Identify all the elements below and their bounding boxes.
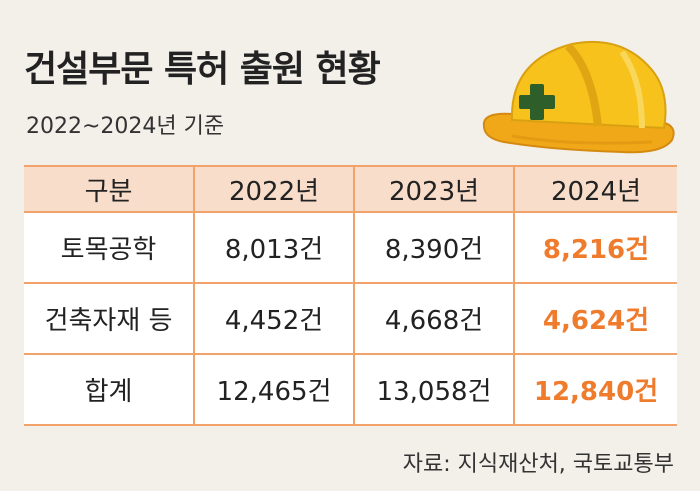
- column-header: 2022년: [193, 165, 354, 213]
- cell-2024: 12,840건: [513, 353, 677, 426]
- cell-2024: 4,624건: [513, 282, 677, 355]
- patent-table: 구분 2022년 2023년 2024년 토목공학 8,013건 8,390건 …: [24, 165, 677, 426]
- row-label: 건축자재 등: [24, 282, 194, 355]
- column-header: 2023년: [353, 165, 514, 213]
- table-row: 합계 12,465건 13,058건 12,840건: [24, 353, 677, 426]
- row-label: 합계: [24, 353, 194, 426]
- source-note: 자료: 지식재산처, 국토교통부: [402, 452, 674, 477]
- table-row: 건축자재 등 4,452건 4,668건 4,624건: [24, 282, 677, 355]
- page-subtitle: 2022~2024년 기준: [26, 114, 225, 139]
- cell-2022: 12,465건: [193, 353, 354, 426]
- table-row: 토목공학 8,013건 8,390건 8,216건: [24, 211, 677, 284]
- cell-2023: 8,390건: [353, 211, 514, 284]
- hard-hat-icon: [482, 40, 675, 154]
- cell-2022: 4,452건: [193, 282, 354, 355]
- row-label: 토목공학: [24, 211, 194, 284]
- cell-2022: 8,013건: [193, 211, 354, 284]
- cell-2023: 4,668건: [353, 282, 514, 355]
- column-header: 구분: [24, 165, 194, 213]
- cell-2023: 13,058건: [353, 353, 514, 426]
- page-title: 건설부문 특허 출원 현황: [24, 49, 381, 90]
- cell-2024: 8,216건: [513, 211, 677, 284]
- table-header-row: 구분 2022년 2023년 2024년: [24, 165, 677, 213]
- column-header: 2024년: [513, 165, 677, 213]
